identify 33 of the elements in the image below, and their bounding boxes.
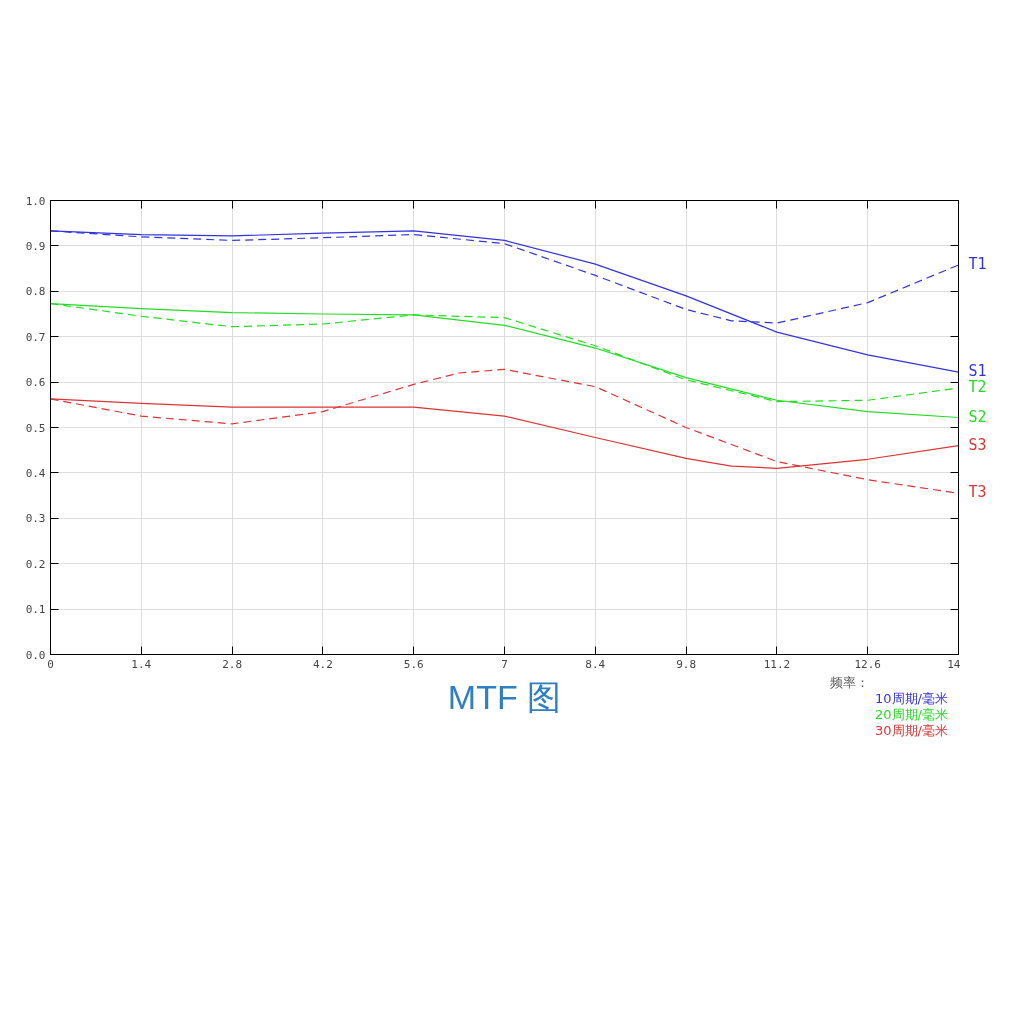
y-tick-label: 0.2 — [25, 557, 46, 571]
x-tick-label: 9.8 — [676, 657, 697, 671]
x-tick-label: 7 — [501, 657, 508, 671]
series-label: S1 — [968, 362, 987, 381]
text: 30周期/毫米 — [875, 723, 948, 739]
x-tick-label: 5.6 — [403, 657, 424, 671]
x-tick-label: 11.2 — [763, 657, 791, 671]
series-label: T1 — [968, 254, 987, 273]
y-tick-label: 0.5 — [25, 421, 46, 435]
x-tick-label: 8.4 — [585, 657, 606, 671]
x-tick-label: 2.8 — [222, 657, 243, 671]
text: 频率： — [830, 675, 870, 691]
y-tick-label: 0.4 — [25, 466, 46, 480]
series-label: T2 — [968, 378, 987, 396]
series-label: S2 — [968, 407, 987, 426]
y-tick-label: 0.1 — [25, 603, 46, 617]
x-tick-label: 4.2 — [312, 657, 333, 671]
x-tick-label: 0 — [47, 657, 54, 671]
y-tick-label: 0.7 — [25, 330, 46, 344]
y-tick-label: 0.9 — [25, 239, 46, 253]
text: MTF 图 — [447, 677, 562, 716]
series-label: S3 — [968, 435, 987, 454]
text: 10周期/毫米 — [875, 691, 948, 707]
x-tick-label: 1.4 — [131, 657, 152, 671]
y-tick-label: 0.3 — [25, 512, 46, 526]
text: 20周期/毫米 — [875, 707, 948, 723]
x-tick-label: 14 — [947, 657, 961, 671]
y-tick-label: 0.0 — [25, 648, 46, 662]
y-tick-label: 0.8 — [25, 285, 46, 299]
x-tick-label: 12.6 — [854, 657, 881, 671]
y-tick-label: 0.6 — [25, 376, 46, 390]
series-label: T3 — [968, 483, 987, 502]
y-tick-label: 1.0 — [25, 194, 46, 208]
